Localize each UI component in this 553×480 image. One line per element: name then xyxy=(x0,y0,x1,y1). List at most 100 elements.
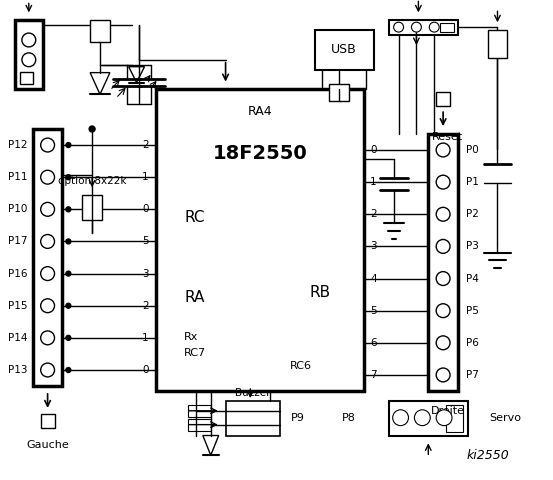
Text: RC: RC xyxy=(184,210,205,226)
Text: 3: 3 xyxy=(142,269,148,278)
Text: P5: P5 xyxy=(466,306,479,316)
Text: P0: P0 xyxy=(466,145,478,155)
Text: RC7: RC7 xyxy=(184,348,206,359)
Text: RA4: RA4 xyxy=(248,105,273,118)
Circle shape xyxy=(66,368,71,372)
Circle shape xyxy=(41,170,55,184)
Circle shape xyxy=(436,368,450,382)
Circle shape xyxy=(66,143,71,147)
Text: 2: 2 xyxy=(370,209,377,219)
Text: Rx: Rx xyxy=(184,332,199,342)
Text: P10: P10 xyxy=(8,204,28,215)
Bar xyxy=(428,134,458,391)
Text: RB: RB xyxy=(310,285,331,300)
Text: Gauche: Gauche xyxy=(26,440,69,450)
Circle shape xyxy=(41,363,55,377)
Circle shape xyxy=(66,271,71,276)
Circle shape xyxy=(66,336,71,340)
Circle shape xyxy=(22,53,36,67)
Bar xyxy=(15,20,43,89)
Bar xyxy=(82,195,102,220)
Text: Reset: Reset xyxy=(432,132,463,142)
Circle shape xyxy=(41,331,55,345)
Text: P1: P1 xyxy=(466,177,479,187)
Text: P15: P15 xyxy=(8,301,28,311)
Text: P13: P13 xyxy=(8,365,28,375)
Text: 0: 0 xyxy=(370,145,377,155)
Bar xyxy=(90,20,110,42)
Circle shape xyxy=(414,410,430,426)
Text: ki2550: ki2550 xyxy=(466,449,509,462)
Circle shape xyxy=(89,126,95,132)
Circle shape xyxy=(436,143,450,157)
Circle shape xyxy=(436,336,450,350)
Text: Droite: Droite xyxy=(431,406,465,416)
Bar xyxy=(41,414,55,428)
Bar xyxy=(315,30,374,70)
Text: P17: P17 xyxy=(8,237,28,246)
Text: P6: P6 xyxy=(466,338,479,348)
Text: 0: 0 xyxy=(142,204,148,215)
Text: P8: P8 xyxy=(342,413,356,423)
Circle shape xyxy=(41,235,55,248)
Text: 1: 1 xyxy=(142,172,148,182)
Circle shape xyxy=(429,22,439,32)
Text: 2: 2 xyxy=(142,301,148,311)
Circle shape xyxy=(66,303,71,308)
Bar xyxy=(330,84,349,101)
Bar xyxy=(33,129,62,386)
Circle shape xyxy=(436,304,450,318)
Text: USB: USB xyxy=(331,43,357,56)
Bar xyxy=(20,72,33,84)
Text: 3: 3 xyxy=(370,241,377,252)
Circle shape xyxy=(436,207,450,221)
Circle shape xyxy=(436,175,450,189)
Circle shape xyxy=(436,240,450,253)
Text: P9: P9 xyxy=(291,413,305,423)
Text: 18F2550: 18F2550 xyxy=(213,144,307,163)
Circle shape xyxy=(66,175,71,180)
Text: Buzzer: Buzzer xyxy=(234,388,270,398)
Text: Servo: Servo xyxy=(489,413,521,423)
Text: P12: P12 xyxy=(8,140,28,150)
Text: P7: P7 xyxy=(466,370,479,380)
Circle shape xyxy=(66,207,71,212)
Circle shape xyxy=(41,138,55,152)
Text: 2: 2 xyxy=(142,140,148,150)
Text: P14: P14 xyxy=(8,333,28,343)
Bar xyxy=(188,419,211,431)
Text: 1: 1 xyxy=(142,333,148,343)
Circle shape xyxy=(393,410,409,426)
Text: 5: 5 xyxy=(142,237,148,246)
Text: P4: P4 xyxy=(466,274,479,284)
Text: option 8x22k: option 8x22k xyxy=(58,176,126,186)
Circle shape xyxy=(436,410,452,426)
Bar xyxy=(156,89,364,391)
Circle shape xyxy=(22,33,36,47)
Bar xyxy=(389,401,468,435)
Bar xyxy=(188,405,211,417)
Text: RA: RA xyxy=(184,289,205,305)
Bar xyxy=(436,93,450,106)
Text: P2: P2 xyxy=(466,209,479,219)
Text: 1: 1 xyxy=(370,177,377,187)
Text: 6: 6 xyxy=(370,338,377,348)
Bar xyxy=(488,30,508,58)
Circle shape xyxy=(41,267,55,280)
Circle shape xyxy=(41,299,55,312)
Text: P3: P3 xyxy=(466,241,479,252)
Text: 7: 7 xyxy=(370,370,377,380)
Text: RC6: RC6 xyxy=(290,361,312,372)
Text: P11: P11 xyxy=(8,172,28,182)
Bar xyxy=(226,401,280,435)
Text: 5: 5 xyxy=(370,306,377,316)
Bar xyxy=(446,405,463,432)
Circle shape xyxy=(41,203,55,216)
Circle shape xyxy=(411,22,421,32)
Text: 4: 4 xyxy=(370,274,377,284)
Circle shape xyxy=(436,272,450,286)
Text: P16: P16 xyxy=(8,269,28,278)
Circle shape xyxy=(394,22,404,32)
Bar xyxy=(389,20,458,35)
Circle shape xyxy=(66,239,71,244)
